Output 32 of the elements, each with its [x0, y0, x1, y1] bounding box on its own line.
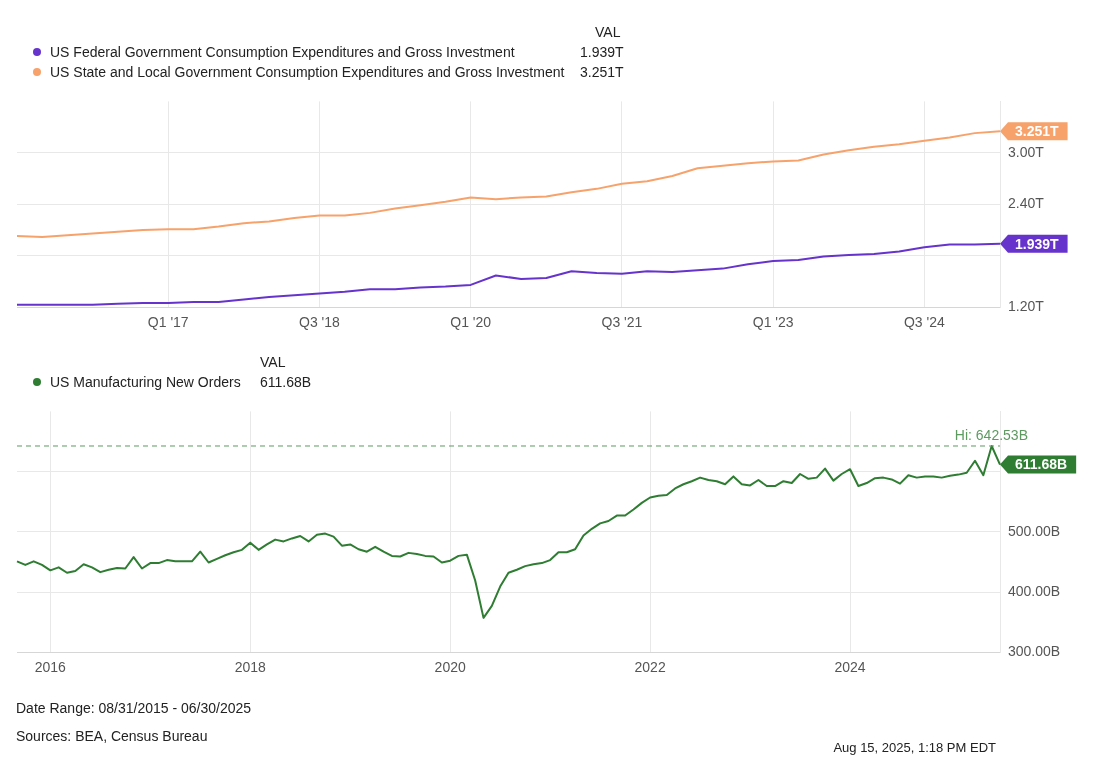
ref-line-label: Hi: 642.53B	[954, 426, 1028, 443]
data-label: 611.68B	[1015, 456, 1068, 473]
x-tick-label: Q1 '23	[752, 314, 794, 331]
y-tick-label: 1.20T	[1008, 298, 1045, 315]
x-tick-label: 2020	[434, 659, 466, 676]
legend-label: US Federal Government Consumption Expenditures and Gross Investment	[49, 43, 515, 62]
x-tick-label: 2022	[634, 659, 666, 676]
y-tick-label: 2.40T	[1008, 195, 1045, 212]
x-tick-label: Q3 '21	[601, 314, 643, 331]
x-tick-label: 2024	[834, 659, 866, 676]
text: 1.939T	[580, 44, 624, 60]
y-tick-label: 300.00B	[1008, 643, 1061, 660]
y-tick-label: 3.00T	[1008, 143, 1045, 160]
data-label: 1.939T	[1015, 235, 1060, 252]
source-note: Sources: BEA, Census Bureau	[16, 728, 208, 744]
legend-label: US Manufacturing New Orders	[49, 373, 241, 392]
legend-title: VAL	[260, 353, 286, 372]
legend-title: VAL	[595, 23, 621, 42]
legend-label: US State and Local Government Consumption Expenditures and Gross Investment	[49, 63, 565, 82]
data-label: 3.251T	[1015, 123, 1060, 140]
text: Date Range: 08/31/2015 - 06/30/2025	[16, 700, 252, 716]
y-tick-label: 400.00B	[1008, 582, 1061, 599]
x-tick-label: 2016	[34, 659, 67, 676]
x-tick-label: Q1 '20	[450, 314, 492, 331]
y-tick-label: 500.00B	[1008, 522, 1061, 539]
x-tick-label: 2018	[234, 659, 267, 676]
x-tick-label: Q1 '17	[147, 314, 189, 331]
text: 3.251T	[580, 64, 624, 80]
x-tick-label: Q3 '18	[299, 314, 341, 331]
text: 611.68B	[260, 374, 312, 390]
text: Aug 15, 2025, 1:18 PM EDT	[833, 740, 996, 755]
x-tick-label: Q3 '24	[903, 314, 945, 331]
